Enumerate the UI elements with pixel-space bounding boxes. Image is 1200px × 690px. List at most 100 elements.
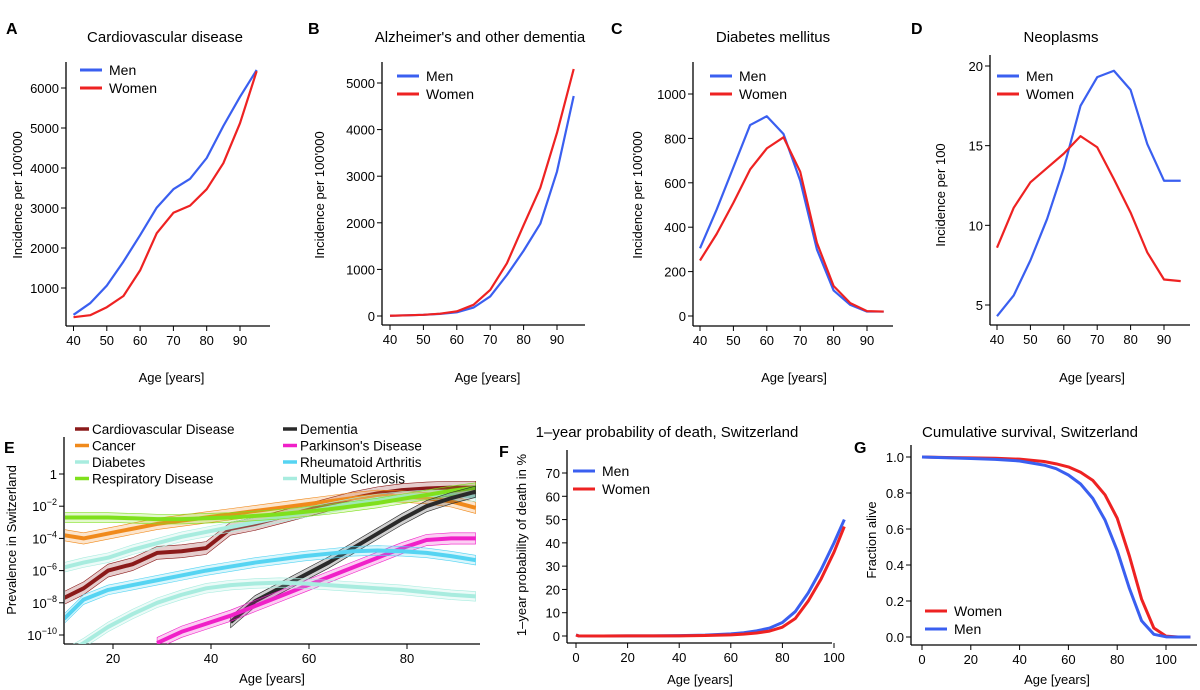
legend-label: Respiratory Disease: [92, 472, 214, 487]
y-tick-base: 10: [32, 596, 46, 611]
series-line-respiratory-disease: [65, 485, 476, 522]
y-tick-exponent: −6: [47, 562, 57, 572]
legend-label: Cancer: [92, 439, 136, 454]
x-tick-label: 50: [416, 332, 430, 347]
x-axis-label: Age [years]: [239, 671, 305, 686]
panel-c: C Diabetes mellitus 40 50 60 70 80 90 0 200 400 600…: [611, 21, 893, 385]
x-tick-label: 100: [823, 650, 845, 665]
panel-letter: A: [6, 21, 18, 38]
legend-label: Women: [426, 86, 474, 102]
y-tick-label: 0.4: [886, 558, 904, 573]
panel-b: B Alzheimer's and other dementia 40 50 60 70 8…: [308, 21, 586, 385]
series-line-dementia: [229, 489, 477, 624]
panel-letter: G: [854, 440, 866, 457]
y-axis-label: Fraction alive: [864, 501, 879, 578]
x-tick-label: 60: [1057, 332, 1071, 347]
series-line-women: [73, 70, 258, 319]
legend-label: Women: [602, 481, 650, 497]
y-tick-label: 1: [50, 467, 57, 482]
y-tick-label: 60: [546, 489, 560, 504]
x-tick-label: 40: [66, 333, 80, 348]
legend-label: Men: [954, 621, 981, 637]
y-tick-label: 3000: [30, 201, 59, 216]
y-tick-base: 10: [27, 628, 41, 643]
y-tick-label: 5000: [30, 121, 59, 136]
y-tick-label: 0: [368, 309, 375, 324]
legend-label: Diabetes: [92, 455, 146, 470]
y-tick-exponent: −4: [47, 529, 57, 539]
y-tick-label: 200: [664, 265, 686, 280]
series-line-men: [698, 115, 884, 313]
legend-label: Women: [954, 603, 1002, 619]
y-tick-label: 600: [664, 176, 686, 191]
x-tick-label: 50: [726, 333, 740, 348]
x-tick-label: 20: [964, 652, 978, 667]
y-axis-label: Incidence per 100'000: [630, 131, 645, 259]
legend-label: Rheumatoid Arthritis: [300, 455, 422, 470]
legend-label: Women: [109, 80, 157, 96]
x-tick-label: 80: [775, 650, 789, 665]
legend-label: Men: [739, 68, 766, 84]
y-tick-label: 10−8: [32, 594, 57, 611]
chart-title: Alzheimer's and other dementia: [375, 29, 586, 46]
x-tick-label: 70: [793, 333, 807, 348]
y-tick-label: 2000: [30, 241, 59, 256]
y-tick-label: 5: [976, 298, 983, 313]
y-tick-label: 10−2: [32, 497, 57, 514]
x-tick-label: 20: [106, 651, 120, 666]
y-tick-exponent: −10: [42, 626, 57, 636]
chart-title: Neoplasms: [1023, 29, 1098, 46]
legend-label: Women: [1026, 86, 1074, 102]
y-tick-label: 800: [664, 131, 686, 146]
x-axis-label: Age [years]: [667, 672, 733, 687]
series-line-men: [996, 69, 1181, 317]
x-tick-label: 40: [990, 332, 1004, 347]
legend-label: Men: [1026, 68, 1053, 84]
series-line-women: [995, 135, 1181, 283]
y-axis-label: Prevalence in Switzerland: [4, 465, 19, 615]
x-tick-label: 70: [1090, 332, 1104, 347]
y-axis-label: Incidence per 100: [933, 143, 948, 246]
x-tick-label: 20: [620, 650, 634, 665]
x-tick-label: 70: [166, 333, 180, 348]
x-tick-label: 40: [672, 650, 686, 665]
legend-label: Men: [426, 68, 453, 84]
y-tick-label: 400: [664, 220, 686, 235]
x-axis-label: Age [years]: [139, 370, 205, 385]
y-axis-label: Incidence per 100'000: [312, 131, 327, 259]
series-line-men: [389, 95, 575, 317]
x-tick-label: 50: [1023, 332, 1037, 347]
series-line-men: [72, 69, 258, 316]
legend-label: Multiple Sclerosis: [300, 472, 405, 487]
chart-title: Diabetes mellitus: [716, 29, 830, 46]
x-tick-label: 80: [516, 332, 530, 347]
x-tick-label: 90: [1157, 332, 1171, 347]
x-axis-label: Age [years]: [455, 370, 521, 385]
y-tick-label: 1000: [30, 281, 59, 296]
series-line-women: [389, 68, 575, 317]
series-band-5: [156, 532, 476, 644]
y-tick-label: 10−6: [32, 562, 57, 579]
series-line-women: [699, 136, 884, 313]
series-line-rheumatoid-arthritis: [65, 548, 476, 621]
chart-title: 1–year probability of death, Switzerland: [536, 424, 799, 441]
panel-g: G Cumulative survival, Switzerland 0 20 40 60…: [854, 424, 1197, 687]
x-tick-label: 80: [1123, 332, 1137, 347]
x-tick-label: 60: [1061, 652, 1075, 667]
y-tick-label: 15: [969, 139, 983, 154]
series-line-parkinson-s-disease: [156, 536, 476, 644]
x-tick-label: 70: [483, 332, 497, 347]
legend-label: Men: [109, 62, 136, 78]
legend-label: Dementia: [300, 422, 358, 437]
x-tick-label: 90: [860, 333, 874, 348]
x-tick-label: 80: [199, 333, 213, 348]
x-tick-label: 40: [693, 333, 707, 348]
x-tick-label: 90: [233, 333, 247, 348]
panel-letter: F: [499, 444, 509, 461]
x-axis-label: Age [years]: [1059, 370, 1125, 385]
x-axis-label: Age [years]: [1024, 672, 1090, 687]
x-tick-label: 80: [400, 651, 414, 666]
y-tick-label: 0: [553, 629, 560, 644]
